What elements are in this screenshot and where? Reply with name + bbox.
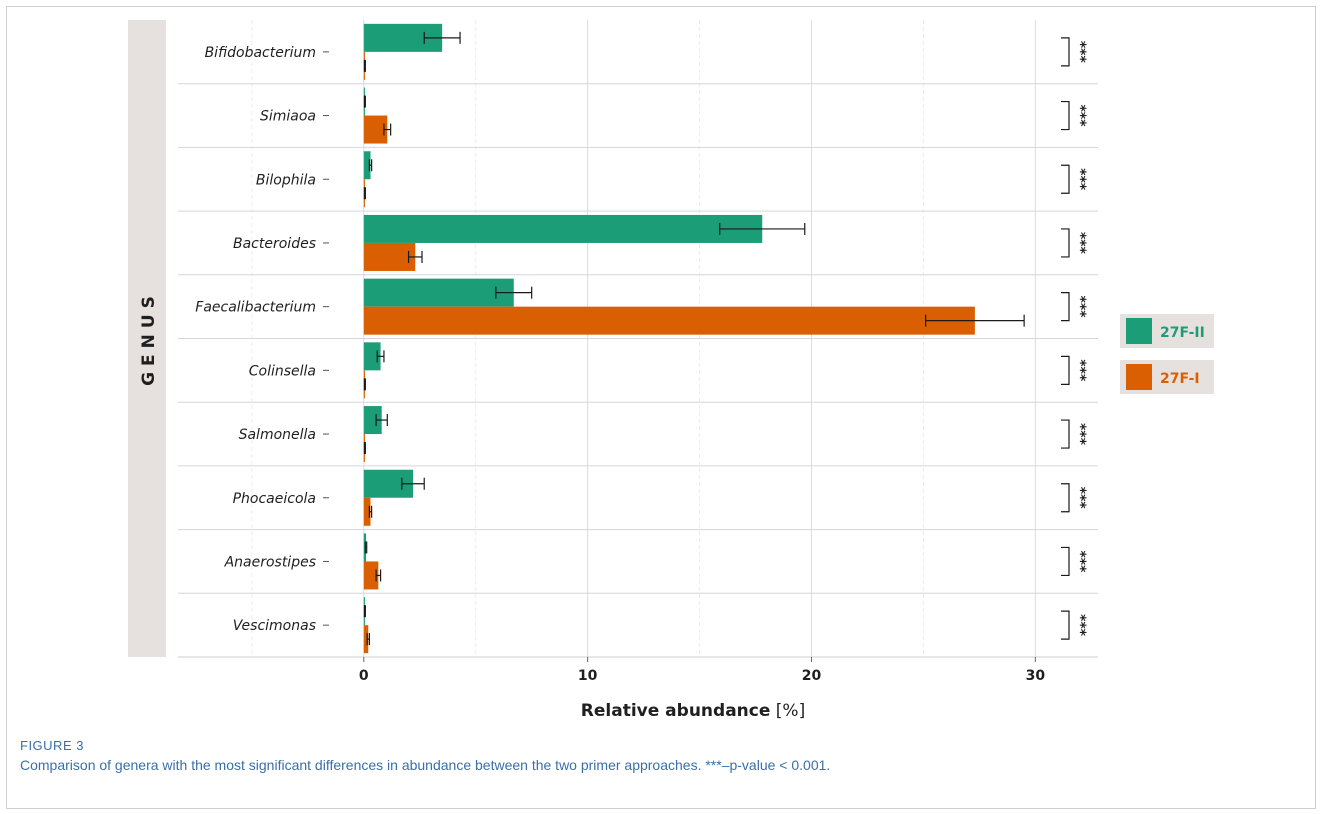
significance-stars: *** (1072, 232, 1088, 255)
bars (363, 23, 1025, 654)
bar-27F-I (363, 115, 388, 144)
category-label: Vescimonas (233, 618, 316, 634)
bar-27F-I (363, 306, 975, 335)
legend-label: 27F-I (1160, 371, 1200, 387)
x-axis: 0 10 20 30 (178, 656, 1098, 684)
significance-stars: *** (1072, 423, 1088, 446)
x-axis-title: Relative abundance [%] (581, 701, 805, 721)
bar-27F-I (363, 242, 416, 271)
significance-stars: *** (1072, 41, 1088, 64)
category-label: Bacteroides (233, 236, 316, 252)
legend-label: 27F-II (1160, 325, 1205, 341)
category-label: Bifidobacterium (205, 45, 316, 61)
bar-27F-II (363, 278, 514, 307)
category-label: Simiaoa (260, 109, 316, 125)
significance-stars: *** (1072, 487, 1088, 510)
significance-stars: *** (1072, 296, 1088, 319)
figure-label: FIGURE 3 (20, 738, 84, 753)
caption-text: Comparison of genera with the most signi… (20, 757, 831, 773)
x-tick-label: 20 (802, 668, 822, 684)
significance-bracket (1061, 483, 1070, 513)
significance-bracket (1061, 228, 1070, 258)
significance-stars: *** (1072, 359, 1088, 382)
grid (178, 20, 1098, 657)
x-tick-label: 0 (359, 668, 369, 684)
significance-bracket (1061, 37, 1070, 67)
legend-swatch (1126, 364, 1152, 390)
figure-frame (6, 6, 1316, 809)
facet-strip: GENUS (128, 20, 166, 657)
bar-27F-II (363, 214, 763, 243)
significance-stars: *** (1072, 550, 1088, 573)
significance-bracket (1061, 546, 1070, 577)
significance-markers: *** *** *** *** *** *** *** *** *** *** (1061, 37, 1088, 640)
significance-stars: *** (1072, 614, 1088, 637)
category-label: Salmonella (239, 427, 316, 443)
bar-27F-II (363, 151, 371, 180)
facet-strip-label: GENUS (139, 290, 159, 386)
significance-bracket (1061, 100, 1070, 131)
x-tick-label: 10 (578, 668, 598, 684)
category-label: Bilophila (256, 172, 316, 188)
category-label: Anaerostipes (224, 554, 316, 570)
significance-bracket (1061, 164, 1070, 194)
legend: 27F-II 27F-I (1120, 314, 1214, 394)
x-axis-title-unit: [%] (770, 701, 805, 721)
bar-27F-I (363, 561, 379, 590)
category-label: Faecalibacterium (195, 300, 316, 316)
significance-stars: *** (1072, 105, 1088, 128)
category-label: Phocaeicola (233, 491, 316, 507)
legend-swatch (1126, 318, 1152, 344)
x-axis-title-main: Relative abundance (581, 701, 771, 721)
x-tick-label: 30 (1026, 668, 1046, 684)
bar-27F-I (363, 625, 369, 654)
facet-strip-background (128, 20, 166, 657)
bar-27F-II (363, 342, 381, 371)
category-label: Colinsella (249, 363, 316, 379)
significance-stars: *** (1072, 168, 1088, 191)
significance-bracket (1061, 355, 1070, 385)
significance-bracket (1061, 419, 1070, 449)
bar-27F-II (363, 406, 382, 435)
figure-caption: FIGURE 3 Comparison of genera with the m… (20, 738, 1300, 773)
significance-bracket (1061, 610, 1070, 640)
bar-chart: GENUS Bifidobacterium Simiaoa Bilophila Bac… (128, 20, 1214, 721)
category-labels: Bifidobacterium Simiaoa Bilophila Bacteroid… (195, 45, 329, 634)
significance-bracket (1061, 292, 1070, 322)
bar-27F-I (363, 497, 371, 526)
